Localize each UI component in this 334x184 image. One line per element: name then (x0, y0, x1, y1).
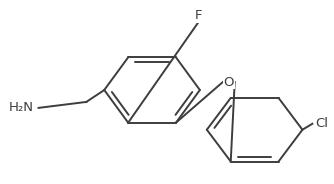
Text: Cl: Cl (315, 117, 328, 130)
Text: F: F (195, 9, 203, 22)
Text: H₂N: H₂N (9, 101, 33, 114)
Text: O: O (223, 76, 234, 89)
